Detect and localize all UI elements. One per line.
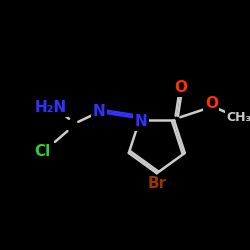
Text: O: O (174, 80, 187, 96)
Text: N: N (135, 114, 147, 129)
Text: H₂N: H₂N (34, 100, 66, 116)
Text: Br: Br (147, 176, 166, 192)
Text: O: O (205, 96, 218, 111)
Text: CH₃: CH₃ (227, 111, 250, 124)
Text: O: O (205, 96, 218, 111)
Text: N: N (93, 104, 106, 118)
Text: Cl: Cl (34, 144, 51, 158)
Text: CH₃: CH₃ (227, 111, 250, 124)
Text: O: O (174, 80, 187, 96)
Text: Cl: Cl (34, 144, 51, 158)
Text: N: N (93, 104, 106, 118)
Text: N: N (135, 114, 147, 129)
Text: H₂N: H₂N (34, 100, 66, 116)
Text: Br: Br (147, 176, 166, 192)
